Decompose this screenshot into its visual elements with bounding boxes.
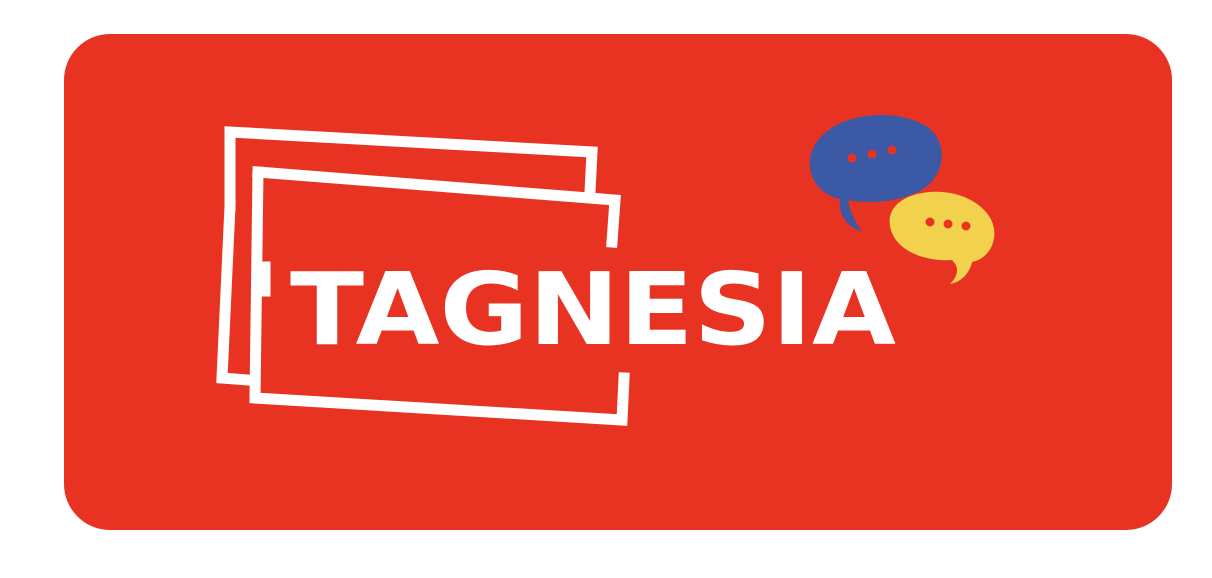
yellow-bubble-dot — [961, 221, 971, 231]
logo-wordmark: TAGNESIA — [290, 251, 896, 368]
yellow-bubble-dot — [943, 219, 953, 229]
blue-speech-bubble-icon — [809, 114, 942, 232]
blue-bubble-shape — [809, 114, 942, 232]
blue-bubble-dot — [887, 145, 897, 155]
blue-bubble-dot — [847, 153, 857, 163]
back-frame — [216, 126, 598, 386]
yellow-speech-bubble-icon — [889, 191, 995, 284]
front-frame — [249, 166, 630, 426]
yellow-bubble-dot — [925, 217, 935, 227]
blue-bubble-dot — [867, 149, 877, 159]
yellow-bubble-shape — [889, 191, 995, 284]
double-frame-icon — [216, 126, 630, 426]
